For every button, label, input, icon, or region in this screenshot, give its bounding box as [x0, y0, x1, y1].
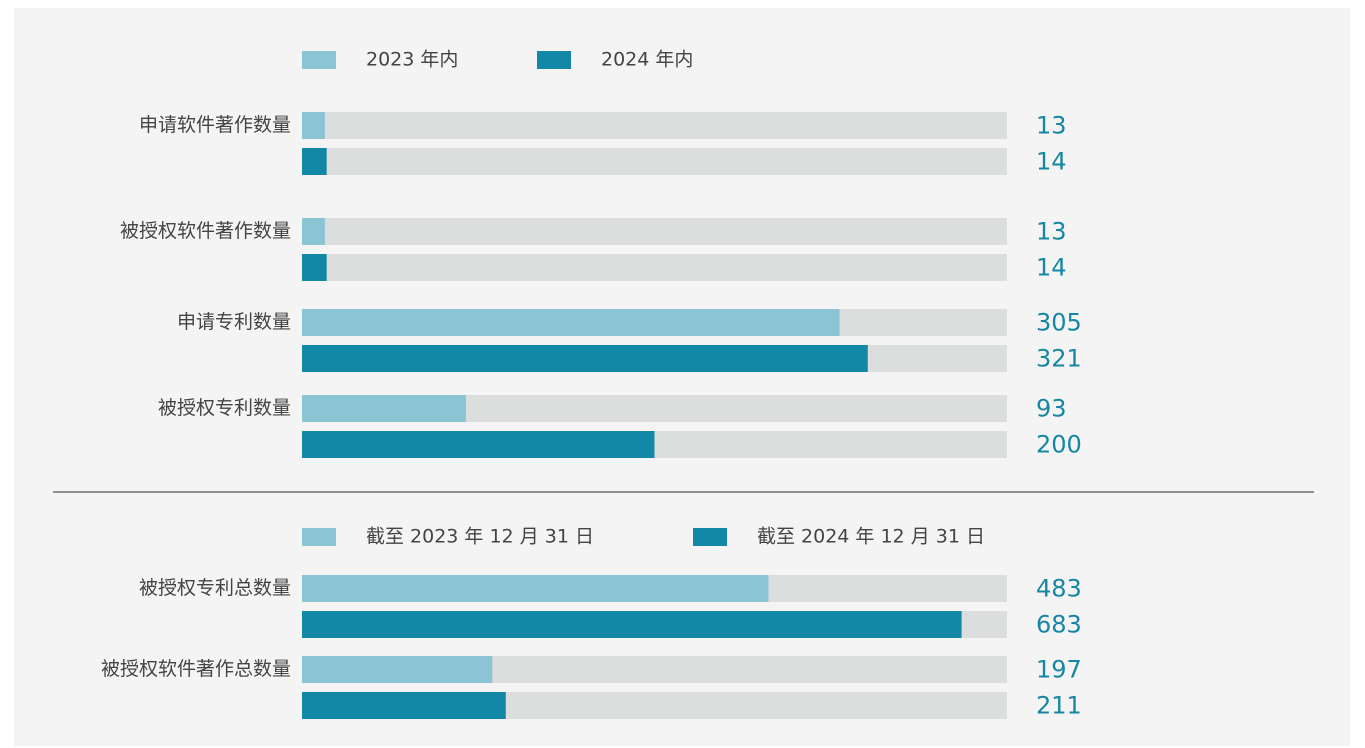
bar [302, 218, 325, 245]
category-label: 被授权软件著作总数量 [101, 658, 291, 680]
bar-track [302, 254, 1007, 281]
legend-label: 截至 2023 年 12 月 31 日 [366, 526, 594, 548]
value-label: 14 [1036, 254, 1067, 282]
legend-label: 截至 2024 年 12 月 31 日 [757, 526, 985, 548]
bar [302, 148, 327, 175]
bar [302, 254, 327, 281]
value-label: 211 [1036, 692, 1082, 720]
value-label: 93 [1036, 395, 1067, 423]
legend-swatch [302, 51, 336, 69]
legend-swatch [693, 528, 727, 546]
category-label: 被授权软件著作数量 [120, 220, 291, 242]
bar [302, 395, 466, 422]
bar [302, 431, 655, 458]
bar [302, 345, 868, 372]
legend-label: 2023 年内 [366, 49, 458, 71]
value-label: 321 [1036, 345, 1082, 373]
bar [302, 611, 962, 638]
bar [302, 112, 325, 139]
value-label: 197 [1036, 656, 1082, 684]
bar [302, 692, 506, 719]
bar-track [302, 148, 1007, 175]
bar-track [302, 218, 1007, 245]
value-label: 13 [1036, 112, 1067, 140]
bar-track [302, 112, 1007, 139]
legend-swatch [537, 51, 571, 69]
category-label: 申请软件著作数量 [139, 114, 291, 136]
legend-label: 2024 年内 [601, 49, 693, 71]
value-label: 14 [1036, 148, 1067, 176]
bar [302, 656, 493, 683]
bar [302, 575, 769, 602]
value-label: 200 [1036, 431, 1082, 459]
legend-swatch [302, 528, 336, 546]
value-label: 483 [1036, 575, 1082, 603]
value-label: 683 [1036, 611, 1082, 639]
bar [302, 309, 840, 336]
category-label: 被授权专利数量 [158, 397, 291, 419]
value-label: 305 [1036, 309, 1082, 337]
category-label: 被授权专利总数量 [139, 577, 291, 599]
value-label: 13 [1036, 218, 1067, 246]
category-label: 申请专利数量 [177, 311, 291, 333]
